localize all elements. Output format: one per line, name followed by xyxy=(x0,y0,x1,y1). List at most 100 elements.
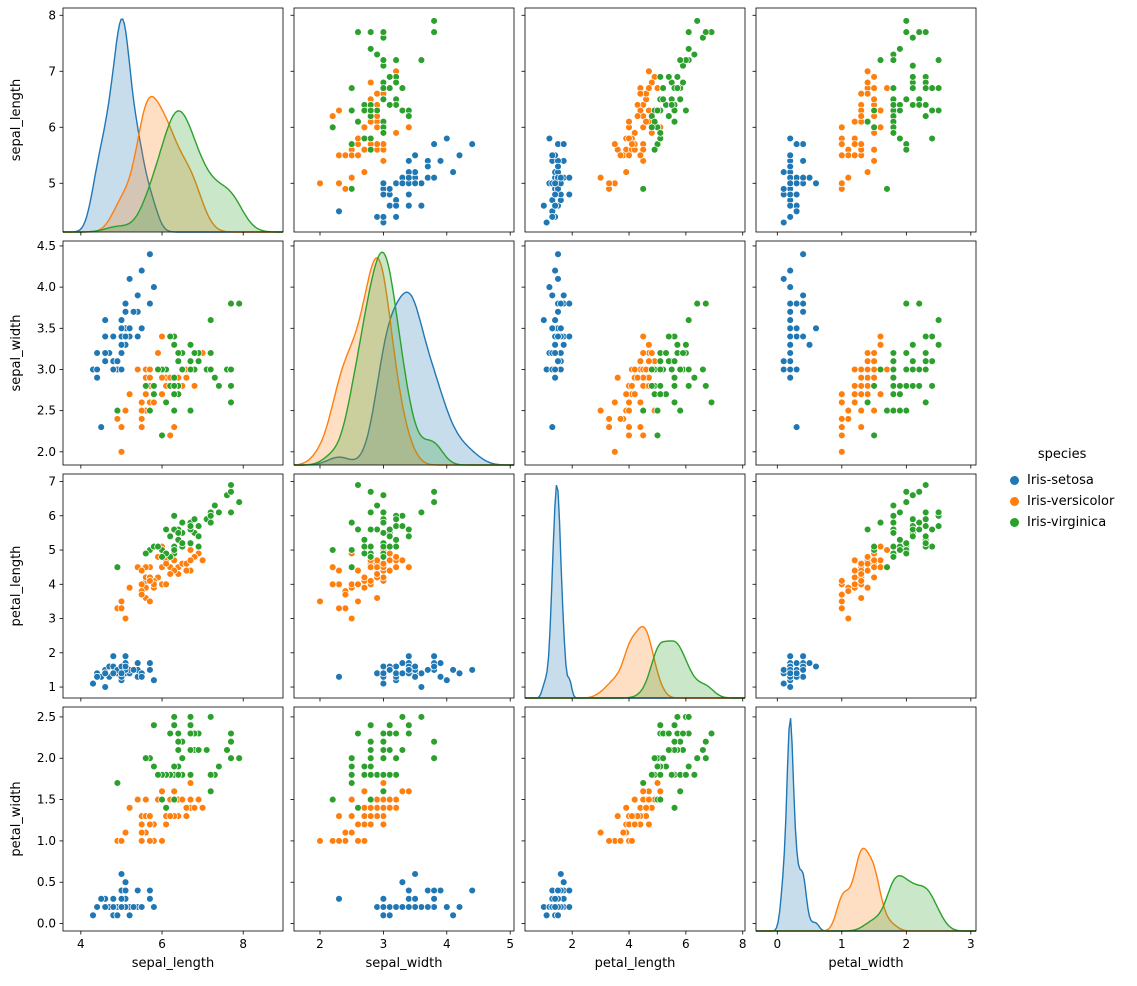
y-axis-label-sepal_width: sepal_width xyxy=(9,315,24,392)
scatter-panel-sepal_length-vs-petal_length xyxy=(521,7,746,236)
x-tick-label: 3 xyxy=(967,937,975,951)
x-tick-label: 4 xyxy=(625,937,633,951)
y-tick-label: 2.5 xyxy=(37,404,56,418)
y-tick-label: 3.5 xyxy=(37,321,56,335)
points-Iris-versicolor xyxy=(838,67,898,193)
x-tick-label: 2 xyxy=(903,937,911,951)
x-tick-label: 2 xyxy=(568,937,576,951)
points-Iris-setosa xyxy=(779,652,820,691)
y-tick-label: 5 xyxy=(48,543,56,557)
legend-title: species xyxy=(1037,447,1087,462)
points-Iris-setosa xyxy=(335,870,476,920)
y-tick-label: 1.0 xyxy=(37,834,56,848)
points-Iris-virginica xyxy=(639,713,716,812)
y-tick-label: 4.0 xyxy=(37,280,56,294)
points-Iris-virginica xyxy=(113,481,243,571)
legend-label-iris-setosa: Iris-setosa xyxy=(1027,473,1094,488)
points-Iris-versicolor xyxy=(596,332,665,456)
points-Iris-setosa xyxy=(335,134,476,227)
x-tick-label: 6 xyxy=(158,937,166,951)
points-Iris-versicolor xyxy=(596,67,665,193)
points-Iris-versicolor xyxy=(838,542,898,623)
scatter-panel-petal_width-vs-sepal_length: 4 6 8 0.0 0.5 1.0 1.5 2.0 2.5 xyxy=(37,706,284,951)
scatter-panel-sepal_width-vs-petal_length xyxy=(521,240,746,469)
x-tick-label: 6 xyxy=(682,937,690,951)
points-Iris-setosa xyxy=(89,652,158,691)
points-Iris-setosa xyxy=(779,134,820,227)
points-Iris-virginica xyxy=(328,713,438,812)
points-Iris-setosa xyxy=(335,652,476,691)
x-axis-label-sepal_length: sepal_length xyxy=(132,956,215,971)
scatter-panel-sepal_width-vs-petal_width xyxy=(752,240,977,469)
y-tick-label: 2.5 xyxy=(37,710,56,724)
kde-panel-petal_length xyxy=(521,473,746,702)
legend-label-iris-versicolor: Iris-versicolor xyxy=(1027,494,1115,509)
y-tick-label: 2 xyxy=(48,646,56,660)
scatter-panel-sepal_length-vs-sepal_width xyxy=(290,7,515,236)
x-tick-label: 1 xyxy=(838,937,846,951)
points-Iris-versicolor xyxy=(596,771,665,845)
x-tick-label: 3 xyxy=(380,937,388,951)
y-axis-label-petal_length: petal_length xyxy=(9,546,24,627)
x-axis-label-petal_length: petal_length xyxy=(595,956,676,971)
points-Iris-setosa xyxy=(540,870,574,920)
points-Iris-versicolor xyxy=(113,771,207,845)
y-tick-label: 2.0 xyxy=(37,751,56,765)
points-Iris-virginica xyxy=(328,17,438,193)
y-tick-label: 4.5 xyxy=(37,239,56,253)
scatter-panel-petal_width-vs-petal_length: 2 4 6 8 xyxy=(521,706,747,951)
kde-panel-sepal_width xyxy=(290,240,515,469)
kde-panel-petal_width: 0 1 2 3 xyxy=(752,706,977,951)
scatter-panel-petal_width-vs-sepal_width: 2 3 4 5 xyxy=(290,706,515,951)
y-tick-label: 6 xyxy=(48,120,56,134)
points-Iris-versicolor xyxy=(838,332,898,456)
x-tick-label: 4 xyxy=(443,937,451,951)
x-axis-label-sepal_width: sepal_width xyxy=(366,956,443,971)
y-tick-label: 7 xyxy=(48,475,56,489)
legend-item-iris-versicolor: Iris-versicolor xyxy=(1010,491,1114,512)
iris-setosa-marker-icon xyxy=(1010,476,1019,485)
iris-versicolor-marker-icon xyxy=(1010,497,1019,506)
points-Iris-virginica xyxy=(328,481,438,571)
points-Iris-virginica xyxy=(113,299,243,440)
scatter-panel-sepal_length-vs-petal_width xyxy=(752,7,977,236)
y-tick-label: 0.5 xyxy=(37,875,56,889)
x-tick-label: 8 xyxy=(739,937,747,951)
y-tick-label: 5 xyxy=(48,176,56,190)
points-Iris-virginica xyxy=(113,713,243,812)
y-tick-label: 8 xyxy=(48,8,56,22)
species-legend: species Iris-setosa Iris-versicolor Iris… xyxy=(1010,447,1114,533)
y-axis-label-sepal_length: sepal_length xyxy=(9,79,24,162)
points-Iris-setosa xyxy=(540,134,574,227)
kde-panel-sepal_length: 5 6 7 8 xyxy=(48,7,284,236)
y-tick-label: 3.0 xyxy=(37,362,56,376)
points-Iris-virginica xyxy=(639,299,716,440)
y-tick-label: 3 xyxy=(48,612,56,626)
scatter-panel-sepal_width-vs-sepal_length: 2.0 2.5 3.0 3.5 4.0 4.5 xyxy=(37,239,284,469)
points-Iris-virginica xyxy=(863,17,943,193)
points-Iris-virginica xyxy=(639,17,716,193)
scatter-panel-petal_length-vs-petal_width xyxy=(752,473,977,702)
points-Iris-setosa xyxy=(89,250,158,431)
y-tick-label: 2.0 xyxy=(37,445,56,459)
x-tick-label: 5 xyxy=(506,937,514,951)
legend-label-iris-virginica: Iris-virginica xyxy=(1027,515,1107,530)
x-tick-label: 0 xyxy=(773,937,781,951)
points-Iris-virginica xyxy=(863,481,943,571)
y-tick-label: 4 xyxy=(48,577,56,591)
x-axis-label-petal_width: petal_width xyxy=(828,956,903,971)
y-tick-label: 6 xyxy=(48,509,56,523)
points-Iris-versicolor xyxy=(316,771,413,845)
y-tick-label: 7 xyxy=(48,64,56,78)
points-Iris-setosa xyxy=(89,870,158,920)
points-Iris-setosa xyxy=(779,250,820,431)
y-tick-label: 0.0 xyxy=(37,917,56,931)
legend-item-iris-virginica: Iris-virginica xyxy=(1010,512,1114,533)
legend-item-iris-setosa: Iris-setosa xyxy=(1010,470,1114,491)
y-tick-label: 1.5 xyxy=(37,793,56,807)
y-axis-label-petal_width: petal_width xyxy=(9,781,24,856)
points-Iris-setosa xyxy=(540,250,574,431)
points-Iris-virginica xyxy=(863,299,943,440)
